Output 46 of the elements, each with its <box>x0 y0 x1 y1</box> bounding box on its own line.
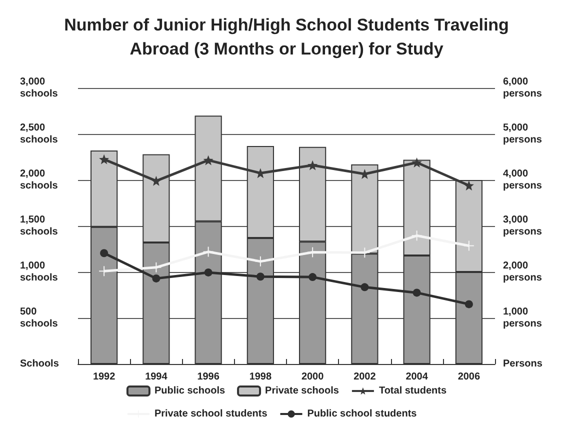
point <box>204 268 212 276</box>
x-tick-label: 2002 <box>354 372 376 382</box>
point <box>255 256 266 266</box>
legend-label: Private school students <box>154 408 268 420</box>
y2-tick-label: 1,000 persons <box>503 306 542 330</box>
point <box>99 154 110 164</box>
point <box>308 273 317 282</box>
x-tick-label: 2004 <box>406 372 428 382</box>
y2-tick-label: 6,000 persons <box>503 76 542 100</box>
y-tick-label: Schools <box>20 358 60 370</box>
y-tick-label: 3,000 schools <box>20 76 58 100</box>
y2-tick-label: 4,000 persons <box>503 168 542 192</box>
point <box>464 300 473 308</box>
point <box>308 160 318 170</box>
y2-tick-label: 2,000 persons <box>503 260 542 284</box>
point <box>412 230 422 241</box>
x-tick-label: 1998 <box>249 372 272 382</box>
y2-tick-label: 3,000 persons <box>503 214 542 238</box>
x-tick-label: 2000 <box>301 372 324 382</box>
point <box>151 176 162 186</box>
y-tick-label: 1,000 schools <box>20 260 58 284</box>
y2-tick-label: Persons <box>503 358 543 370</box>
point <box>100 249 108 258</box>
y2-tick-label: 5,000 persons <box>503 122 542 146</box>
chart-title: Number of Junior High/High School Students Traveling Abroad (3 Months or Longer) for Study <box>64 16 509 58</box>
point <box>256 272 264 281</box>
point <box>464 180 474 191</box>
x-tick-label: 2006 <box>458 372 480 382</box>
point <box>464 240 474 251</box>
point <box>203 246 214 257</box>
point <box>152 274 160 282</box>
point <box>203 155 214 166</box>
point <box>360 283 369 292</box>
x-tick-label: 1994 <box>145 372 168 382</box>
x-tick-label: 1992 <box>92 372 116 382</box>
y-tick-label: 500 schools <box>20 306 58 330</box>
legend-label: Public schools <box>154 386 226 396</box>
legend-label: Private schools <box>265 386 340 396</box>
point <box>412 288 421 297</box>
x-tick-label: 1996 <box>197 372 220 382</box>
legend-label: Total students <box>378 386 447 396</box>
point <box>412 158 422 168</box>
y-tick-label: 2,500 schools <box>20 122 58 146</box>
y-tick-label: 2,000 schools <box>20 168 58 192</box>
y-tick-label: 1,500 schools <box>20 214 58 238</box>
legend-label: Public school students <box>307 408 418 420</box>
